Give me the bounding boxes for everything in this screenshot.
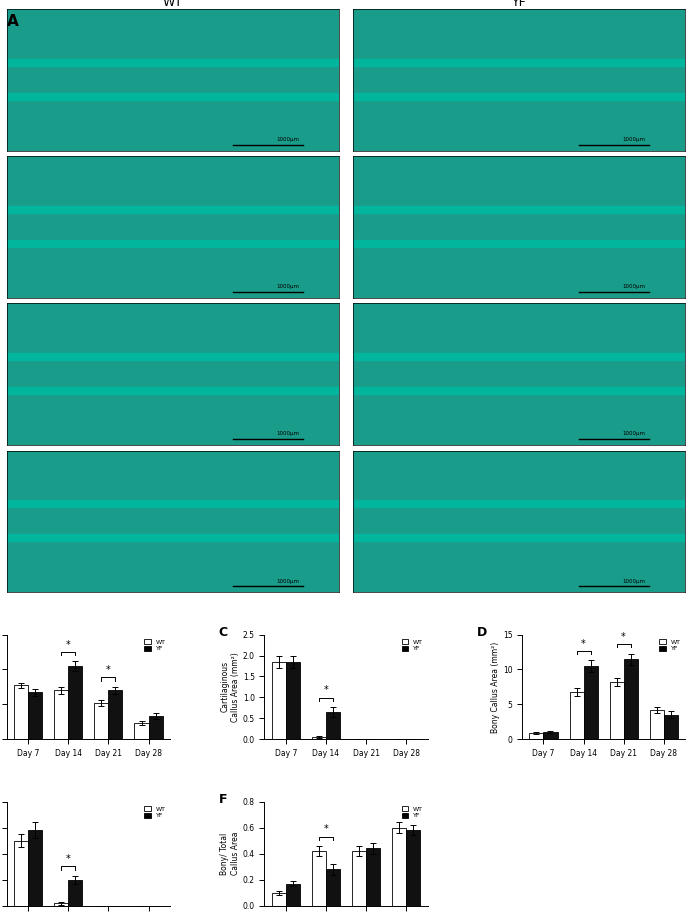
Text: 1000μm: 1000μm bbox=[277, 137, 300, 142]
Bar bbox=[326, 712, 340, 739]
Bar bbox=[650, 710, 664, 739]
Bar bbox=[312, 737, 326, 739]
Bar bbox=[406, 830, 420, 906]
Bar bbox=[610, 682, 623, 739]
Bar bbox=[94, 703, 109, 739]
Text: *: * bbox=[66, 640, 71, 650]
Bar bbox=[272, 662, 286, 739]
Bar bbox=[286, 662, 300, 739]
Bar bbox=[15, 685, 28, 739]
Bar bbox=[149, 716, 163, 739]
Text: 1000μm: 1000μm bbox=[622, 137, 645, 142]
Text: 1000μm: 1000μm bbox=[622, 578, 645, 584]
Text: *: * bbox=[106, 665, 111, 675]
Bar bbox=[28, 693, 42, 739]
Bar bbox=[529, 734, 543, 739]
Text: *: * bbox=[324, 824, 328, 834]
Bar bbox=[134, 723, 149, 739]
Text: D: D bbox=[476, 627, 486, 640]
Bar bbox=[28, 830, 42, 906]
Bar bbox=[623, 659, 637, 739]
Text: *: * bbox=[324, 685, 328, 695]
Text: *: * bbox=[621, 632, 626, 642]
Bar bbox=[312, 851, 326, 906]
Bar bbox=[15, 841, 28, 906]
Bar bbox=[55, 903, 69, 906]
Bar bbox=[366, 848, 380, 906]
Bar bbox=[272, 893, 286, 906]
Text: 1000μm: 1000μm bbox=[277, 431, 300, 436]
Text: 1000μm: 1000μm bbox=[622, 431, 645, 436]
Text: C: C bbox=[219, 627, 228, 640]
Text: *: * bbox=[581, 639, 586, 649]
Y-axis label: Cartilaginous
Callus Area (mm²): Cartilaginous Callus Area (mm²) bbox=[221, 652, 240, 722]
Legend: WT, YF: WT, YF bbox=[143, 804, 167, 820]
Text: 1000μm: 1000μm bbox=[622, 285, 645, 289]
Text: F: F bbox=[219, 793, 228, 806]
Title: YF: YF bbox=[511, 0, 526, 9]
Text: *: * bbox=[66, 855, 71, 865]
Text: 1000μm: 1000μm bbox=[277, 285, 300, 289]
Bar bbox=[69, 880, 82, 906]
Y-axis label: Bony Callus Area (mm²): Bony Callus Area (mm²) bbox=[491, 641, 500, 733]
Text: 1000μm: 1000μm bbox=[277, 578, 300, 584]
Bar bbox=[55, 690, 69, 739]
Bar bbox=[352, 851, 366, 906]
Bar bbox=[392, 828, 406, 906]
Bar bbox=[664, 715, 677, 739]
Bar bbox=[109, 690, 122, 739]
Bar bbox=[286, 884, 300, 906]
Text: A: A bbox=[7, 14, 19, 28]
Bar bbox=[69, 666, 82, 739]
Bar bbox=[326, 869, 340, 906]
Bar bbox=[583, 666, 598, 739]
Bar bbox=[543, 732, 558, 739]
Legend: WT, YF: WT, YF bbox=[401, 638, 424, 652]
Legend: WT, YF: WT, YF bbox=[401, 804, 424, 820]
Legend: WT, YF: WT, YF bbox=[143, 638, 167, 652]
Legend: WT, YF: WT, YF bbox=[658, 638, 682, 652]
Bar bbox=[570, 692, 583, 739]
Title: WT: WT bbox=[163, 0, 183, 9]
Y-axis label: Bony/ Total
Callus Area: Bony/ Total Callus Area bbox=[221, 832, 240, 876]
